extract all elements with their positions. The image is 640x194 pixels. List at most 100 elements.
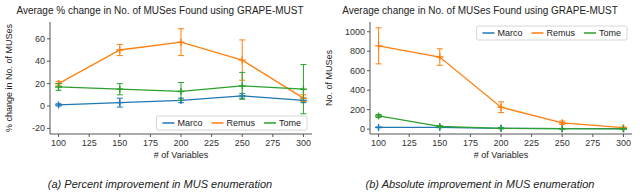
plot-area [375,28,627,132]
error-bar [117,98,123,107]
x-tick-label: 300 [616,138,631,148]
y-tick [367,31,370,32]
y-tick [367,129,370,130]
point-marker [239,57,246,64]
x-tick-label: 125 [402,138,417,148]
chart-title: Average change in No. of MUSes Found usi… [342,5,618,16]
point-marker [375,124,382,131]
x-tick [592,134,593,137]
y-tick-label: 400 [350,85,365,95]
legend-label: Remus [546,28,575,38]
y-tick [47,38,50,39]
x-tick [501,134,502,137]
x-tick [150,134,151,137]
series [55,29,307,102]
point-marker [55,101,62,108]
error-bar [117,84,123,95]
y-tick-label: 60 [35,34,45,44]
x-tick [242,134,243,137]
series-line [379,46,624,128]
error-bar [178,82,184,100]
x-tick [303,134,304,137]
y-axis-label: No. of MUSes [324,49,334,106]
x-tick-label: 150 [432,138,447,148]
x-tick-label: 300 [296,138,311,148]
legend: MarcoRemusTome [156,116,307,130]
y-tick [47,61,50,62]
point-marker [116,86,123,93]
error-bar [117,44,123,55]
y-tick-label: 600 [350,66,365,76]
point-marker [498,104,505,111]
legend-box [156,116,307,130]
y-axis-label: % change in No. of MUSes [4,23,14,132]
x-tick-label: 200 [493,138,508,148]
caption: (a) Percent improvement in MUS enumerati… [48,178,272,190]
legend-box [476,26,627,40]
point-marker [498,125,505,132]
point-marker [55,83,62,90]
plot-area [55,29,307,114]
point-marker [239,82,246,89]
point-marker [300,86,307,93]
point-marker [620,125,627,132]
y-tick [367,51,370,52]
y-tick-label: 1000 [345,27,365,37]
legend-swatch [264,122,276,124]
error-bar [376,28,382,64]
y-tick-label: 800 [350,46,365,56]
error-bar [498,102,504,113]
x-tick-label: 250 [555,138,570,148]
series [375,112,627,132]
point-marker [436,124,443,131]
x-tick [119,134,120,137]
x-tick-label: 125 [82,138,97,148]
point-marker [436,54,443,61]
x-tick-label: 225 [204,138,219,148]
x-tick [211,134,212,137]
y-tick [367,70,370,71]
legend-swatch [531,32,543,34]
y-tick [47,106,50,107]
series [375,28,627,131]
x-tick [470,134,471,137]
panel: Average % change in No. of MUSes Found u… [4,5,312,190]
y-tick [367,90,370,91]
y-tick-label: 0 [360,124,365,134]
x-tick [58,134,59,137]
point-marker [375,42,382,49]
series [55,65,307,114]
legend-label: Tome [599,28,621,38]
x-tick-label: 100 [51,138,66,148]
legend-swatch [211,122,223,124]
x-axis-label: # of Variables [154,150,209,160]
legend: MarcoRemusTome [476,26,627,40]
point-marker [116,99,123,106]
x-tick-label: 225 [524,138,539,148]
x-tick [439,134,440,137]
point-marker [178,88,185,95]
legend-swatch [162,122,174,124]
x-tick [623,134,624,137]
x-tick-label: 175 [143,138,158,148]
point-marker [498,125,505,132]
caption: (b) Absolute improvement in MUS enumerat… [366,178,595,190]
y-tick [47,128,50,129]
error-bar [239,72,245,99]
point-marker [436,123,443,130]
x-axis-label: # of Variables [474,150,529,160]
x-tick [409,134,410,137]
y-tick-label: -20 [32,123,45,133]
y-axis-line [370,22,371,134]
y-tick-label: 40 [35,56,45,66]
chart-title: Average % change in No. of MUSes Found u… [16,5,303,16]
y-tick-label: 200 [350,105,365,115]
y-tick [367,109,370,110]
chart-svg: Average % change in No. of MUSes Found u… [0,0,640,194]
x-tick-label: 275 [265,138,280,148]
y-tick-label: 0 [40,101,45,111]
legend-label: Remus [226,118,255,128]
x-tick-label: 275 [585,138,600,148]
point-marker [620,125,627,132]
x-tick [378,134,379,137]
